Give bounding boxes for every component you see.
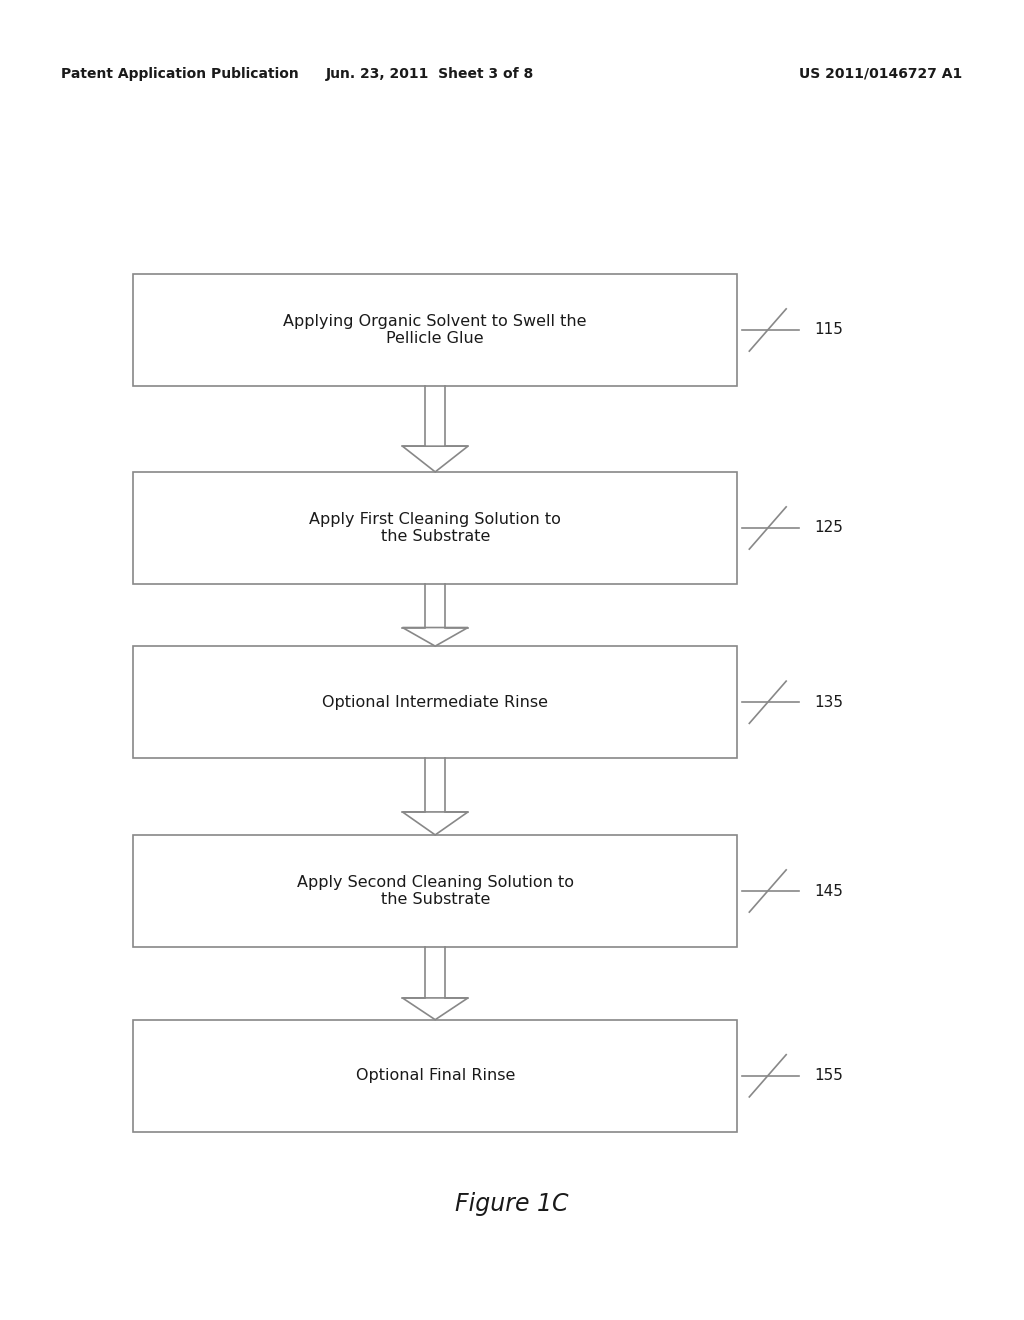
Bar	[133, 834, 737, 948]
Text: US 2011/0146727 A1: US 2011/0146727 A1	[800, 67, 963, 81]
Text: Apply First Cleaning Solution to
the Substrate: Apply First Cleaning Solution to the Sub…	[309, 512, 561, 544]
Text: Patent Application Publication: Patent Application Publication	[61, 67, 299, 81]
Text: Figure 1C: Figure 1C	[456, 1192, 568, 1216]
Bar	[133, 1020, 737, 1133]
Text: Apply Second Cleaning Solution to
the Substrate: Apply Second Cleaning Solution to the Su…	[297, 875, 573, 907]
Text: Applying Organic Solvent to Swell the
Pellicle Glue: Applying Organic Solvent to Swell the Pe…	[284, 314, 587, 346]
Text: Optional Final Rinse: Optional Final Rinse	[355, 1068, 515, 1084]
Text: Optional Intermediate Rinse: Optional Intermediate Rinse	[323, 694, 548, 710]
Text: 125: 125	[814, 520, 843, 536]
Polygon shape	[402, 998, 468, 1019]
Text: 115: 115	[814, 322, 843, 338]
Polygon shape	[402, 446, 468, 473]
Bar	[133, 275, 737, 385]
Polygon shape	[402, 812, 468, 836]
Bar	[133, 473, 737, 583]
Text: 135: 135	[814, 694, 843, 710]
Bar	[133, 645, 737, 758]
Text: 155: 155	[814, 1068, 843, 1084]
Text: Jun. 23, 2011  Sheet 3 of 8: Jun. 23, 2011 Sheet 3 of 8	[326, 67, 535, 81]
Polygon shape	[402, 627, 468, 645]
Text: 145: 145	[814, 883, 843, 899]
